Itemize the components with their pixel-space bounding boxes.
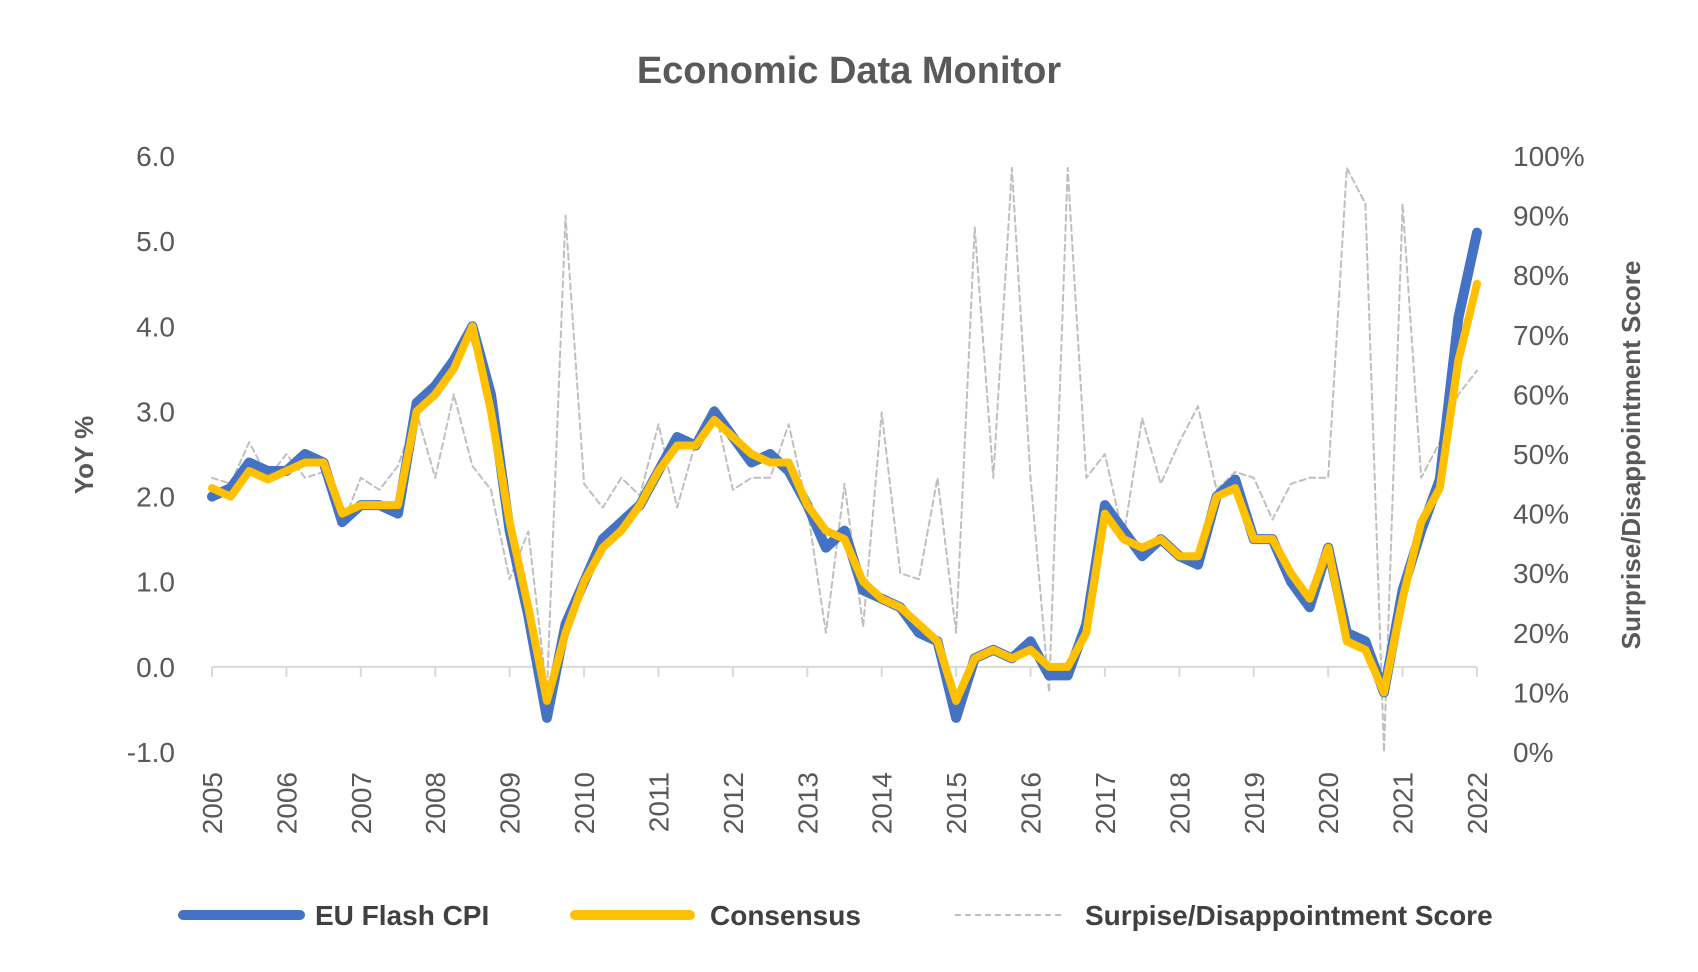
y2-tick-label: 10% [1513, 677, 1569, 708]
x-tick-label: 2016 [1016, 772, 1047, 834]
y-tick-label: 5.0 [136, 226, 175, 257]
legend-item-eu-flash-cpi: EU Flash CPI [178, 900, 489, 931]
x-tick-label: 2008 [420, 772, 451, 834]
y2-tick-label: 50% [1513, 439, 1569, 470]
x-tick-label: 2015 [941, 772, 972, 834]
y-tick-label: 3.0 [136, 396, 175, 427]
series-layer [207, 166, 1482, 753]
y2-tick-label: 80% [1513, 260, 1569, 291]
x-tick-label: 2013 [792, 772, 823, 834]
chart-title: Economic Data Monitor [637, 50, 1062, 92]
y2-axis-title: Surprise/Disappointment Score [1616, 261, 1646, 650]
y2-tick-label: 60% [1513, 379, 1569, 410]
y2-tick-label: 40% [1513, 499, 1569, 530]
x-tick-label: 2010 [569, 772, 600, 834]
x-axis-ticks: 2005 2006 2007 2008 2009 2010 2011 2012 2013 2014… [197, 666, 1493, 834]
x-tick-label: 2017 [1090, 772, 1121, 834]
x-tick-label: 2021 [1388, 772, 1419, 834]
x-tick-label: 2020 [1313, 772, 1344, 834]
series-line-consensus [208, 279, 1481, 705]
x-tick-label: 2022 [1462, 772, 1493, 834]
x-tick-label: 2009 [495, 772, 526, 834]
y2-tick-label: 90% [1513, 201, 1569, 232]
x-tick-label: 2011 [643, 772, 674, 832]
legend-label-surprise-score: Surpise/Disappointment Score [1085, 900, 1493, 931]
y2-tick-label: 20% [1513, 618, 1569, 649]
y-axis-title: YoY % [69, 416, 99, 495]
y-axis-ticks: -1.0 0.0 1.0 2.0 3.0 4.0 5.0 6.0 [127, 141, 175, 768]
x-tick-label: 2007 [346, 772, 377, 834]
y2-tick-label: 70% [1513, 320, 1569, 351]
x-tick-label: 2005 [197, 772, 228, 834]
y-tick-label: 4.0 [136, 311, 175, 342]
y-tick-label: 0.0 [136, 652, 175, 683]
y-tick-label: -1.0 [127, 737, 175, 768]
x-tick-label: 2018 [1164, 772, 1195, 834]
y2-tick-label: 0% [1513, 737, 1553, 768]
legend-item-surprise-score: Surpise/Disappointment Score [955, 900, 1493, 931]
y-tick-label: 2.0 [136, 482, 175, 513]
legend-label-consensus: Consensus [710, 900, 861, 931]
legend-label-eu-flash-cpi: EU Flash CPI [315, 900, 489, 931]
legend: EU Flash CPI Consensus Surpise/Disappoin… [178, 900, 1493, 931]
y2-tick-label: 100% [1513, 141, 1585, 172]
legend-item-consensus: Consensus [570, 900, 861, 931]
x-tick-label: 2019 [1239, 772, 1270, 834]
y2-axis-ticks: 0% 10% 20% 30% 40% 50% 60% 70% 80% 90% 100% [1513, 141, 1585, 768]
x-tick-label: 2014 [867, 772, 898, 834]
series-line-surpise-disappointment-score [211, 166, 1478, 753]
y-tick-label: 1.0 [136, 567, 175, 598]
y2-tick-label: 30% [1513, 558, 1569, 589]
x-tick-label: 2006 [271, 772, 302, 834]
x-tick-label: 2012 [718, 772, 749, 834]
y-tick-label: 6.0 [136, 141, 175, 172]
